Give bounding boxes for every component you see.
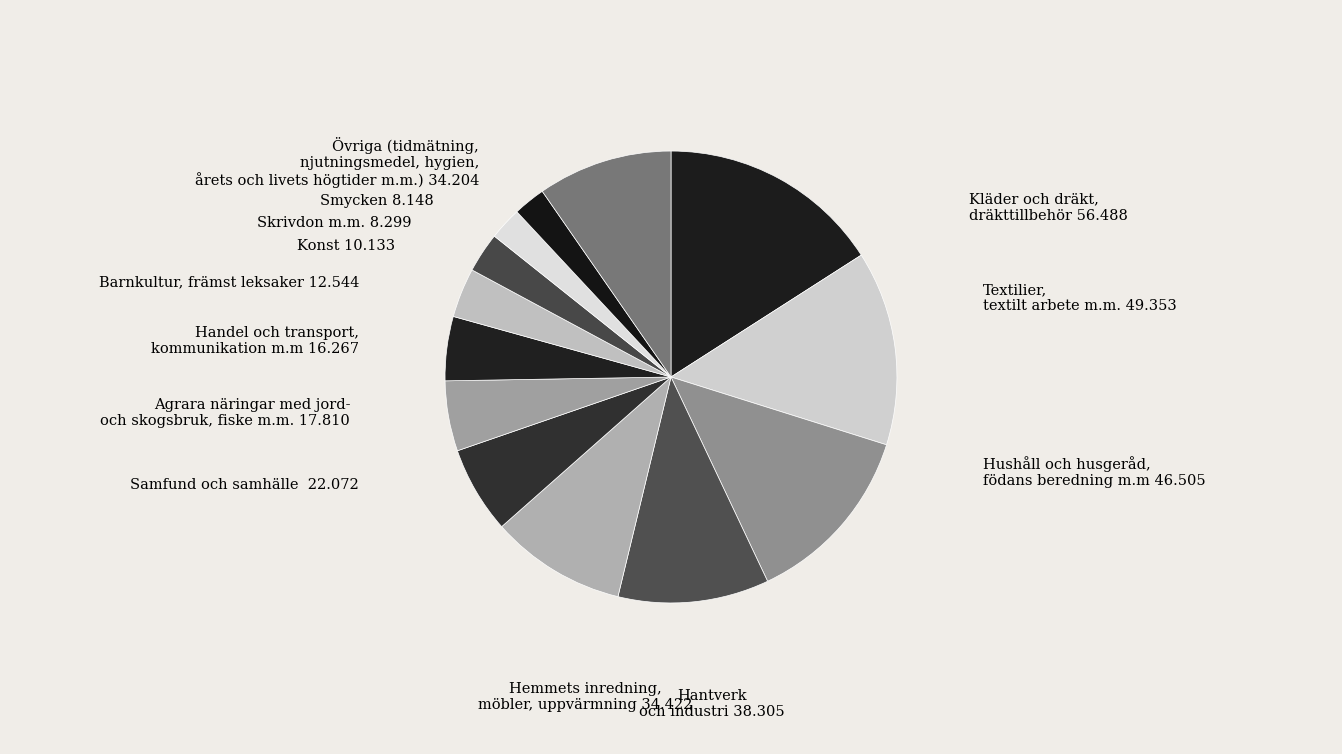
Text: Smycken 8.148: Smycken 8.148: [319, 194, 433, 208]
Text: Konst 10.133: Konst 10.133: [297, 239, 396, 253]
Text: Hemmets inredning,
möbler, uppvärmning 34.422: Hemmets inredning, möbler, uppvärmning 3…: [478, 682, 692, 713]
Wedge shape: [617, 377, 768, 603]
Text: Samfund och samhälle  22.072: Samfund och samhälle 22.072: [130, 479, 360, 492]
Wedge shape: [671, 151, 862, 377]
Wedge shape: [494, 212, 671, 377]
Wedge shape: [472, 236, 671, 377]
Text: Övriga (tidmätning,
njutningsmedel, hygien,
årets och livets högtider m.m.) 34.2: Övriga (tidmätning, njutningsmedel, hygi…: [195, 136, 479, 188]
Wedge shape: [446, 317, 671, 381]
Wedge shape: [454, 270, 671, 377]
Text: Barnkultur, främst leksaker 12.544: Barnkultur, främst leksaker 12.544: [99, 275, 360, 289]
Wedge shape: [542, 151, 671, 377]
Wedge shape: [671, 255, 896, 445]
Text: Kläder och dräkt,
dräkttillbehör 56.488: Kläder och dräkt, dräkttillbehör 56.488: [969, 192, 1129, 222]
Text: Skrivdon m.m. 8.299: Skrivdon m.m. 8.299: [256, 216, 411, 231]
Wedge shape: [446, 377, 671, 451]
Wedge shape: [502, 377, 671, 596]
Text: Hantverk
och industri 38.305: Hantverk och industri 38.305: [639, 689, 785, 719]
Text: Handel och transport,
kommunikation m.m 16.267: Handel och transport, kommunikation m.m …: [152, 326, 360, 356]
Wedge shape: [671, 377, 887, 581]
Text: Hushåll och husgeråd,
födans beredning m.m 46.505: Hushåll och husgeråd, födans beredning m…: [982, 456, 1205, 488]
Wedge shape: [517, 192, 671, 377]
Text: Textilier,
textilt arbete m.m. 49.353: Textilier, textilt arbete m.m. 49.353: [982, 283, 1177, 313]
Wedge shape: [458, 377, 671, 526]
Text: Agrara näringar med jord-
och skogsbruk, fiske m.m. 17.810: Agrara näringar med jord- och skogsbruk,…: [101, 398, 350, 428]
